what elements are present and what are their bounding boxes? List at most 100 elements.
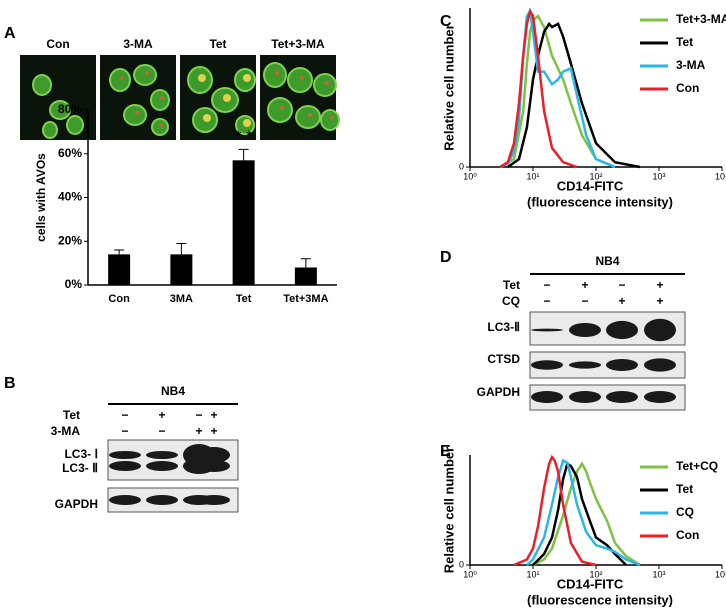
x-tick-label: 10⁴ <box>715 171 726 181</box>
condition-label: Tet <box>503 278 520 292</box>
x-tick-label: Tet <box>236 293 252 305</box>
blot-title: NB4 <box>161 384 185 398</box>
cell <box>109 68 131 92</box>
avo <box>325 81 329 85</box>
panel-label: D <box>440 249 452 266</box>
legend-label: CQ <box>676 505 694 519</box>
avo <box>308 113 312 117</box>
condition-sign: − <box>581 294 588 308</box>
x-axis-label: CD14-FITC <box>557 576 624 591</box>
avo <box>198 74 206 82</box>
band <box>569 323 601 337</box>
condition-sign: + <box>618 294 625 308</box>
band <box>146 451 178 459</box>
cell <box>32 74 52 96</box>
condition-sign: − <box>121 408 128 422</box>
y-tick-label: 0 <box>459 559 464 569</box>
x-tick-label: 10⁰ <box>463 171 477 181</box>
condition-sign: + <box>195 424 202 438</box>
x-tick-label: 10³ <box>652 569 665 579</box>
panel-label: C <box>440 13 452 30</box>
avo <box>145 71 149 75</box>
x-tick-label: 10² <box>589 171 602 181</box>
legend-label: Con <box>676 528 699 542</box>
avo <box>243 74 251 82</box>
band <box>606 320 638 340</box>
blot-title: NB4 <box>595 254 619 268</box>
avo <box>120 76 124 80</box>
error-bar <box>176 242 187 255</box>
condition-sign: + <box>656 278 663 292</box>
condition-sign: − <box>543 278 550 292</box>
avo <box>243 119 251 127</box>
x-tick-label: 3MA <box>170 293 193 305</box>
cell <box>49 100 71 120</box>
histogram-curve <box>532 461 627 566</box>
band <box>531 360 563 370</box>
avo <box>160 96 164 100</box>
condition-sign: − <box>121 424 128 438</box>
y-tick-label: 0 <box>459 161 464 171</box>
histogram-curve <box>526 458 641 567</box>
x-tick-label: 10⁰ <box>463 569 477 579</box>
x-tick-label: Con <box>108 293 130 305</box>
condition-sign: + <box>210 424 217 438</box>
condition-sign: − <box>618 278 625 292</box>
panel-label: B <box>4 375 16 392</box>
cell <box>66 115 84 135</box>
legend-label: Tet+CQ <box>676 459 718 473</box>
avo <box>160 123 164 127</box>
x-tick-label: 10² <box>589 569 602 579</box>
cell <box>267 97 293 123</box>
avo <box>330 116 334 120</box>
band <box>109 451 141 459</box>
cell <box>123 104 147 126</box>
panel-label: E <box>440 443 451 460</box>
band <box>569 391 601 403</box>
condition-sign: + <box>210 408 217 422</box>
band <box>644 391 676 403</box>
x-tick-label: 10⁴ <box>715 569 726 579</box>
avo <box>203 114 211 122</box>
bar <box>170 254 193 285</box>
band-label: CTSD <box>487 352 520 366</box>
cell <box>42 121 58 139</box>
condition-sign: + <box>158 408 165 422</box>
cell <box>320 109 340 131</box>
bar <box>294 267 317 285</box>
micrograph <box>20 55 96 140</box>
annotation: * * <box>235 129 252 146</box>
avo <box>280 106 284 110</box>
histogram-curve <box>499 13 616 169</box>
cell <box>150 89 170 111</box>
histogram-curve <box>507 21 641 169</box>
x-tick-label: 10¹ <box>526 569 539 579</box>
error-bar <box>114 249 125 255</box>
cell <box>295 105 321 129</box>
image-label: Tet+3-MA <box>271 37 325 51</box>
avo <box>135 111 139 115</box>
band-label: LC3-Ⅱ <box>487 320 520 334</box>
error-bar <box>238 148 249 161</box>
bar <box>108 254 131 285</box>
band <box>198 460 230 472</box>
panel-label: A <box>4 25 16 42</box>
condition-label: 3-MA <box>51 424 81 438</box>
cell <box>151 118 169 136</box>
band <box>569 361 601 369</box>
histogram-curve <box>499 7 578 169</box>
y-tick-label: 80% <box>58 102 82 116</box>
band <box>606 391 638 403</box>
y-axis-label: Relative cell number <box>441 24 456 150</box>
y-tick-label: 40% <box>58 190 82 204</box>
error-bar <box>300 258 311 268</box>
x-tick-label: 10³ <box>652 171 665 181</box>
avo <box>223 94 231 102</box>
cell <box>287 67 313 93</box>
x-tick-label: 10¹ <box>526 171 539 181</box>
band <box>109 495 141 505</box>
x-axis-sublabel: (fluorescence intensity) <box>527 194 673 209</box>
condition-label: CQ <box>502 294 520 308</box>
